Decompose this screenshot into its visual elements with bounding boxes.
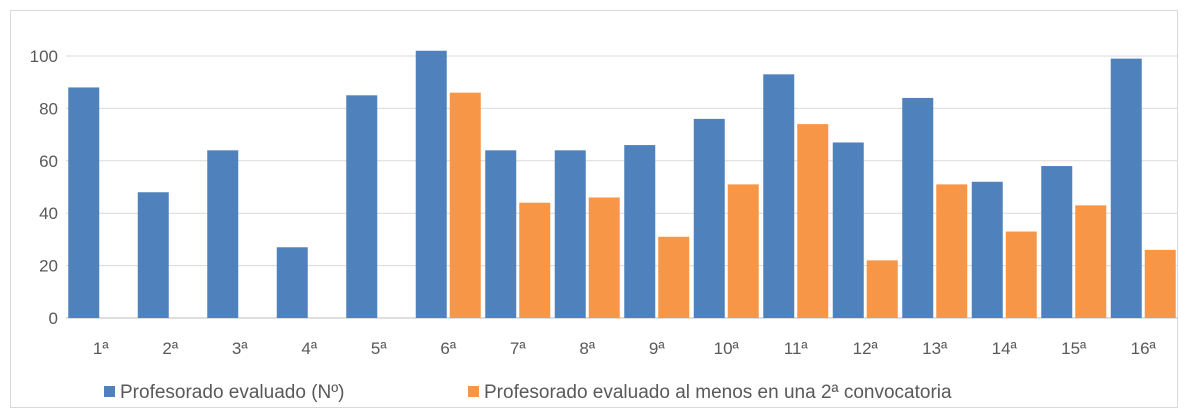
bar-series-2-8 (588, 197, 620, 318)
x-tick-label: 9ª (649, 339, 665, 358)
bar-series-1-5 (346, 95, 378, 318)
bar-series-1-12 (832, 142, 864, 318)
bar-series-1-16 (1110, 58, 1142, 319)
x-tick-label: 13ª (922, 339, 948, 358)
x-axis-ticks: 1ª 2ª 3ª 4ª 5ª 6ª 7ª 8ª 9ª 10ª 11ª 12ª 13ª 14ª 15ª 16ª (93, 339, 1157, 358)
y-axis-ticks: 0 20 40 60 80 100 (30, 47, 58, 328)
bars (68, 50, 1176, 319)
bar-series-2-13 (936, 184, 968, 318)
bar-series-2-9 (658, 236, 690, 318)
bar-series-1-2 (137, 192, 169, 318)
x-tick-label: 5ª (371, 339, 387, 358)
x-tick-label: 16ª (1131, 339, 1157, 358)
bar-series-2-6 (449, 92, 481, 319)
bar-series-1-3 (207, 150, 239, 318)
x-tick-label: 6ª (440, 339, 456, 358)
x-tick-label: 2ª (162, 339, 178, 358)
x-tick-label: 7ª (510, 339, 526, 358)
y-tick-label: 80 (39, 99, 58, 118)
bar-series-2-11 (797, 124, 829, 319)
y-tick-label: 40 (39, 204, 58, 223)
legend-swatch (468, 386, 479, 397)
y-tick-label: 20 (39, 257, 58, 276)
x-tick-label: 15ª (1061, 339, 1087, 358)
x-tick-label: 1ª (93, 339, 109, 358)
bar-series-2-16 (1144, 249, 1176, 318)
x-tick-label: 10ª (714, 339, 740, 358)
y-tick-label: 0 (49, 309, 58, 328)
x-tick-label: 14ª (992, 339, 1018, 358)
legend: Profesorado evaluado (Nº) Profesorado eva… (104, 382, 952, 403)
x-tick-label: 12ª (853, 339, 879, 358)
bar-series-1-14 (971, 181, 1003, 318)
legend-label: Profesorado evaluado (Nº) (120, 382, 345, 403)
x-tick-label: 4ª (301, 339, 317, 358)
bar-series-1-15 (1041, 166, 1073, 318)
y-tick-label: 60 (39, 152, 58, 171)
bar-series-1-13 (902, 97, 934, 318)
x-tick-label: 3ª (232, 339, 248, 358)
x-tick-label: 11ª (784, 339, 809, 358)
bar-series-1-1 (68, 87, 100, 318)
bar-series-2-7 (519, 202, 551, 318)
bar-series-1-7 (485, 150, 517, 318)
bar-series-2-14 (1005, 231, 1037, 318)
bar-series-1-9 (624, 145, 656, 318)
bar-series-2-10 (727, 184, 759, 318)
legend-swatch (104, 386, 115, 397)
x-tick-label: 8ª (579, 339, 595, 358)
bar-series-1-6 (415, 50, 447, 318)
y-tick-label: 100 (30, 47, 58, 66)
bar-series-1-4 (276, 247, 308, 318)
bar-series-1-10 (693, 118, 725, 318)
bar-series-2-15 (1075, 205, 1107, 318)
bar-series-1-11 (763, 74, 795, 318)
legend-label: Profesorado evaluado al menos en una 2ª … (484, 382, 952, 403)
bar-series-1-8 (554, 150, 586, 318)
bar-series-2-12 (866, 260, 898, 318)
